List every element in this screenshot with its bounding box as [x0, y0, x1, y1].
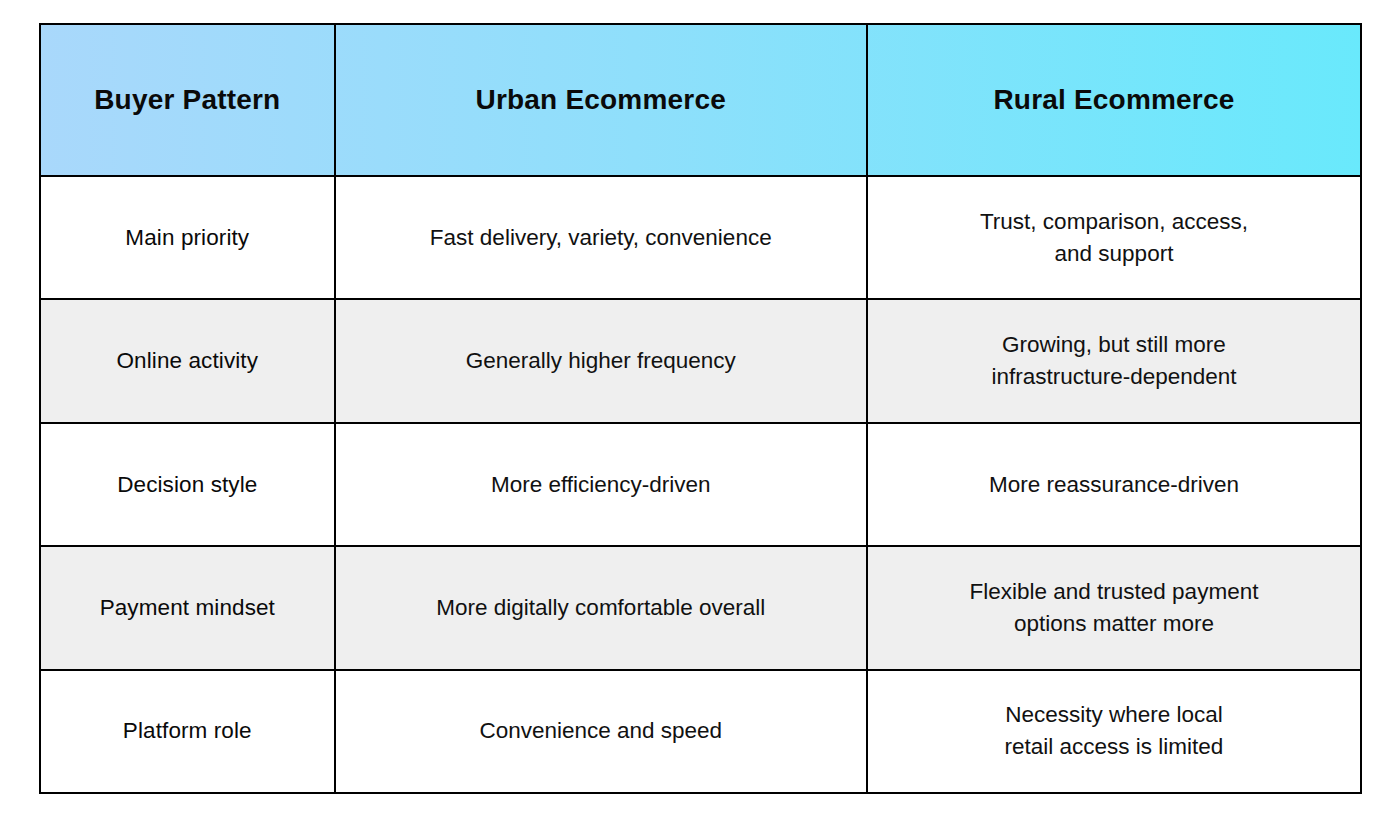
row-label-online-activity: Online activity — [40, 299, 335, 422]
cell-rural-payment-mindset: Flexible and trusted payment options mat… — [867, 546, 1361, 669]
header-cell-urban-ecommerce: Urban Ecommerce — [335, 24, 867, 176]
row-label-decision-style: Decision style — [40, 423, 335, 546]
cell-urban-main-priority: Fast delivery, variety, convenience — [335, 176, 867, 299]
cell-rural-online-activity: Growing, but still more infrastructure-d… — [867, 299, 1361, 422]
header-cell-buyer-pattern: Buyer Pattern — [40, 24, 335, 176]
table-row-main-priority: Main priority Fast delivery, variety, co… — [40, 176, 1361, 299]
table-row-payment-mindset: Payment mindset More digitally comfortab… — [40, 546, 1361, 669]
table-body: Main priority Fast delivery, variety, co… — [40, 176, 1361, 793]
comparison-table-container: Buyer Pattern Urban Ecommerce Rural Ecom… — [39, 23, 1362, 794]
row-label-payment-mindset: Payment mindset — [40, 546, 335, 669]
cell-rural-decision-style: More reassurance-driven — [867, 423, 1361, 546]
cell-rural-main-priority: Trust, comparison, access, and support — [867, 176, 1361, 299]
header-cell-rural-ecommerce: Rural Ecommerce — [867, 24, 1361, 176]
table-header: Buyer Pattern Urban Ecommerce Rural Ecom… — [40, 24, 1361, 176]
table-row-platform-role: Platform role Convenience and speed Nece… — [40, 670, 1361, 793]
cell-urban-decision-style: More efficiency-driven — [335, 423, 867, 546]
cell-urban-online-activity: Generally higher frequency — [335, 299, 867, 422]
row-label-platform-role: Platform role — [40, 670, 335, 793]
cell-urban-platform-role: Convenience and speed — [335, 670, 867, 793]
cell-urban-payment-mindset: More digitally comfortable overall — [335, 546, 867, 669]
buyer-pattern-comparison-table: Buyer Pattern Urban Ecommerce Rural Ecom… — [39, 23, 1362, 794]
table-row-online-activity: Online activity Generally higher frequen… — [40, 299, 1361, 422]
header-row: Buyer Pattern Urban Ecommerce Rural Ecom… — [40, 24, 1361, 176]
row-label-main-priority: Main priority — [40, 176, 335, 299]
cell-rural-platform-role: Necessity where local retail access is l… — [867, 670, 1361, 793]
table-row-decision-style: Decision style More efficiency-driven Mo… — [40, 423, 1361, 546]
